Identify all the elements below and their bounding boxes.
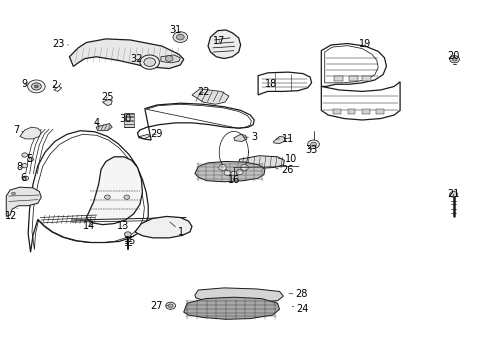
Polygon shape (195, 288, 283, 302)
Circle shape (449, 192, 457, 197)
Polygon shape (6, 187, 41, 216)
Polygon shape (135, 216, 192, 238)
Circle shape (140, 55, 159, 69)
Polygon shape (348, 76, 357, 81)
Polygon shape (233, 134, 246, 141)
Circle shape (12, 192, 16, 195)
Circle shape (31, 83, 41, 90)
Text: 2: 2 (51, 80, 57, 90)
Circle shape (123, 195, 129, 199)
Polygon shape (238, 156, 284, 168)
Polygon shape (123, 113, 133, 116)
Polygon shape (195, 161, 264, 182)
Text: 3: 3 (244, 132, 257, 142)
Text: 12: 12 (5, 208, 17, 221)
Text: 26: 26 (276, 165, 293, 175)
Polygon shape (332, 109, 340, 114)
Circle shape (173, 32, 187, 42)
Text: 21: 21 (447, 189, 459, 199)
Circle shape (22, 153, 28, 157)
Text: 6: 6 (20, 173, 27, 183)
Polygon shape (102, 100, 112, 106)
Circle shape (124, 232, 131, 237)
Text: 15: 15 (124, 236, 136, 246)
Text: 19: 19 (358, 39, 370, 49)
Polygon shape (273, 136, 284, 144)
Text: 9: 9 (21, 79, 28, 89)
Text: 14: 14 (82, 221, 95, 231)
Text: 5: 5 (26, 154, 33, 163)
Text: 27: 27 (150, 301, 167, 311)
Circle shape (240, 165, 248, 170)
Text: 7: 7 (13, 125, 23, 135)
Polygon shape (347, 109, 355, 114)
Text: 20: 20 (447, 51, 459, 61)
Circle shape (224, 170, 230, 175)
Polygon shape (123, 117, 133, 120)
Text: 8: 8 (17, 162, 23, 172)
Text: 24: 24 (292, 303, 308, 314)
Circle shape (168, 304, 173, 307)
Polygon shape (334, 76, 343, 81)
Polygon shape (138, 134, 149, 139)
Polygon shape (161, 55, 180, 63)
Circle shape (176, 34, 184, 40)
Polygon shape (96, 123, 112, 131)
Polygon shape (86, 157, 142, 225)
Text: 11: 11 (276, 134, 294, 144)
Circle shape (23, 176, 29, 180)
Circle shape (165, 56, 173, 62)
Circle shape (28, 157, 33, 161)
Text: 33: 33 (305, 145, 317, 155)
Polygon shape (362, 76, 370, 81)
Polygon shape (183, 297, 279, 319)
Circle shape (307, 140, 319, 149)
Text: 29: 29 (149, 129, 162, 139)
Circle shape (22, 163, 28, 168)
Text: 28: 28 (288, 289, 307, 299)
Text: 23: 23 (53, 39, 68, 49)
Text: 16: 16 (227, 175, 240, 185)
Text: 32: 32 (130, 54, 142, 64)
Text: 30: 30 (119, 113, 131, 123)
Circle shape (310, 142, 316, 147)
Polygon shape (207, 30, 240, 59)
Text: 4: 4 (93, 118, 99, 128)
Circle shape (104, 195, 110, 199)
Polygon shape (192, 89, 228, 104)
Text: 25: 25 (101, 92, 113, 102)
Circle shape (451, 58, 456, 61)
Circle shape (34, 85, 38, 88)
Text: 1: 1 (169, 222, 184, 237)
Text: 22: 22 (197, 87, 209, 98)
Polygon shape (375, 109, 383, 114)
Polygon shape (69, 39, 183, 68)
Circle shape (143, 58, 155, 66)
Text: 31: 31 (169, 25, 181, 35)
Text: 17: 17 (213, 36, 225, 46)
Circle shape (236, 170, 243, 175)
Polygon shape (123, 124, 133, 127)
Text: 18: 18 (264, 79, 277, 89)
Circle shape (165, 302, 175, 309)
Circle shape (218, 165, 226, 170)
Polygon shape (362, 109, 369, 114)
Polygon shape (123, 121, 133, 123)
Text: 13: 13 (117, 221, 129, 231)
Circle shape (230, 171, 236, 176)
Circle shape (449, 56, 458, 63)
Circle shape (28, 80, 45, 93)
Polygon shape (20, 127, 41, 139)
Text: 10: 10 (278, 154, 296, 164)
